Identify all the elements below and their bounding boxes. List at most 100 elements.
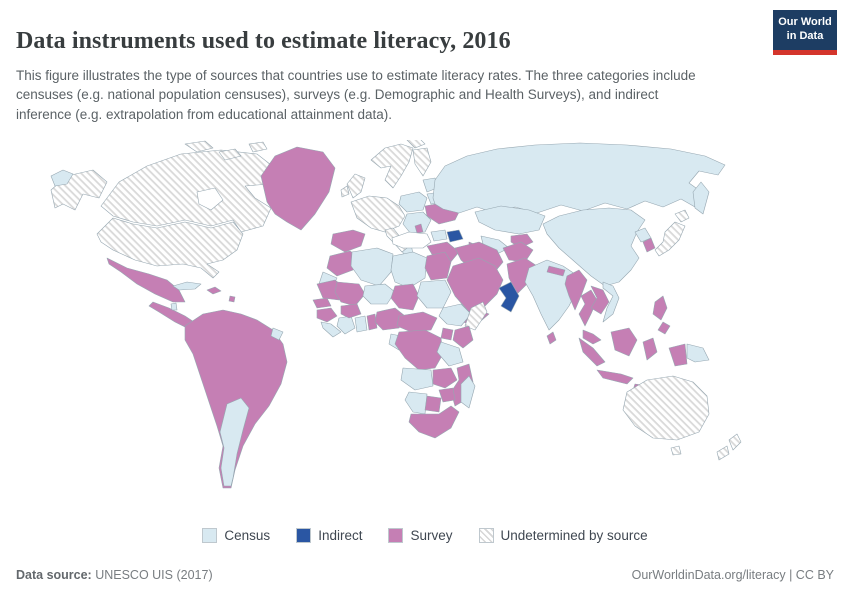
country-belize[interactable] — [170, 302, 178, 311]
data-source-label: Data source: — [16, 568, 92, 582]
country-serbia[interactable] — [414, 223, 424, 234]
country-finland[interactable] — [412, 147, 432, 177]
owid-link[interactable]: OurWorldinData.org/literacy — [631, 568, 786, 582]
country-algeria[interactable] — [350, 247, 394, 287]
country-sudan[interactable] — [416, 279, 452, 309]
country-japan-hokkaido[interactable] — [674, 209, 690, 223]
country-ireland[interactable] — [340, 185, 350, 198]
legend-label-survey: Survey — [410, 528, 453, 543]
country-namibia[interactable] — [404, 391, 428, 415]
country-azerbaijan[interactable] — [446, 229, 464, 243]
country-kazakhstan[interactable] — [474, 205, 546, 235]
country-burkina-faso[interactable] — [340, 303, 362, 319]
country-laos-cambodia[interactable] — [590, 285, 610, 315]
country-angola[interactable] — [400, 367, 434, 391]
legend-swatch-indirect — [296, 528, 312, 543]
country-togo-benin[interactable] — [366, 313, 378, 331]
country-tasmania[interactable] — [670, 445, 682, 456]
country-vietnam[interactable] — [602, 281, 620, 323]
country-russia[interactable] — [432, 142, 726, 214]
country-sri-lanka[interactable] — [546, 331, 557, 345]
country-mexico[interactable] — [106, 257, 186, 303]
owid-logo-line2: in Data — [786, 30, 824, 42]
country-oman[interactable] — [498, 281, 520, 313]
country-philippines-south[interactable] — [657, 321, 671, 335]
country-south-korea[interactable] — [642, 237, 656, 253]
country-new-zealand-north[interactable] — [728, 433, 742, 451]
country-afghanistan[interactable] — [502, 241, 534, 263]
chart-footer: Data source: UNESCO UIS (2017) OurWorldi… — [16, 568, 834, 582]
country-indonesia-java[interactable] — [596, 369, 634, 385]
country-united-kingdom[interactable] — [346, 173, 366, 199]
country-australia[interactable] — [622, 375, 710, 441]
country-hispaniola[interactable] — [206, 286, 222, 295]
country-greenland[interactable] — [260, 146, 336, 231]
country-new-zealand-south[interactable] — [716, 445, 730, 461]
country-senegal[interactable] — [312, 297, 332, 309]
country-japan[interactable] — [654, 221, 686, 257]
country-western-europe[interactable] — [350, 195, 406, 233]
country-myanmar[interactable] — [564, 269, 588, 311]
country-arctic-island-1[interactable] — [184, 140, 214, 153]
legend-swatch-undetermined — [478, 528, 494, 543]
country-indonesia-sulawesi[interactable] — [642, 337, 658, 361]
country-balkans[interactable] — [402, 211, 432, 235]
country-indonesia-sumatra[interactable] — [578, 337, 606, 367]
country-sierra-leone-liberia[interactable] — [320, 321, 342, 338]
country-indonesian-papua[interactable] — [668, 343, 688, 367]
world-map — [35, 140, 815, 520]
legend-label-census: Census — [224, 528, 271, 543]
country-madagascar[interactable] — [460, 375, 476, 409]
country-ethiopia[interactable] — [438, 303, 472, 327]
country-guinea[interactable] — [316, 307, 338, 323]
country-libya[interactable] — [390, 251, 428, 289]
country-uzbekistan[interactable] — [480, 235, 510, 255]
country-cameroon-car[interactable] — [396, 311, 438, 333]
owid-logo[interactable]: Our World in Data — [773, 10, 837, 55]
country-nepal[interactable] — [546, 265, 566, 277]
country-kenya[interactable] — [452, 325, 474, 349]
country-ghana[interactable] — [354, 315, 368, 333]
legend-item-survey[interactable]: Survey — [388, 528, 453, 543]
country-chad[interactable] — [390, 283, 420, 311]
country-papua-new-guinea[interactable] — [686, 343, 710, 363]
country-svalbard[interactable] — [406, 140, 426, 149]
country-niger[interactable] — [362, 283, 396, 305]
country-turkey[interactable] — [391, 231, 432, 249]
country-united-states[interactable] — [96, 217, 244, 279]
country-south-africa[interactable] — [408, 405, 460, 439]
country-dr-congo[interactable] — [394, 329, 444, 371]
legend-item-census[interactable]: Census — [202, 528, 270, 543]
country-botswana[interactable] — [424, 395, 442, 413]
country-saudi-arabia[interactable] — [446, 257, 504, 313]
country-india[interactable] — [524, 259, 578, 331]
country-poland-central-europe[interactable] — [398, 191, 428, 213]
country-mali[interactable] — [334, 281, 366, 307]
legend-item-indirect[interactable]: Indirect — [296, 528, 362, 543]
country-georgia-armenia[interactable] — [430, 229, 448, 242]
country-arctic-island-3[interactable] — [248, 141, 268, 153]
country-egypt[interactable] — [424, 251, 452, 281]
country-argentina[interactable] — [219, 397, 250, 487]
country-cuba[interactable] — [172, 281, 202, 291]
country-malaysia[interactable] — [582, 329, 602, 345]
country-russia-kamchatka[interactable] — [692, 181, 710, 215]
country-canada[interactable] — [100, 149, 276, 233]
legend-item-undetermined[interactable]: Undetermined by source — [478, 528, 648, 543]
country-uganda[interactable] — [440, 327, 454, 341]
country-indonesia-borneo[interactable] — [610, 327, 638, 357]
country-china[interactable] — [542, 207, 646, 287]
country-scandinavia[interactable] — [370, 143, 414, 189]
country-spain-portugal[interactable] — [330, 229, 366, 253]
country-arctic-island-2[interactable] — [218, 148, 242, 161]
country-lesser-antilles[interactable] — [228, 295, 236, 303]
country-guyana[interactable] — [270, 327, 284, 341]
country-zambia[interactable] — [432, 367, 458, 389]
country-russia-chukotka[interactable] — [50, 169, 74, 187]
country-south-america[interactable] — [184, 309, 288, 489]
country-thailand[interactable] — [578, 289, 598, 327]
country-zimbabwe[interactable] — [438, 387, 456, 403]
country-philippines[interactable] — [652, 295, 668, 321]
country-tanzania[interactable] — [436, 341, 464, 367]
country-somalia[interactable] — [464, 301, 488, 331]
